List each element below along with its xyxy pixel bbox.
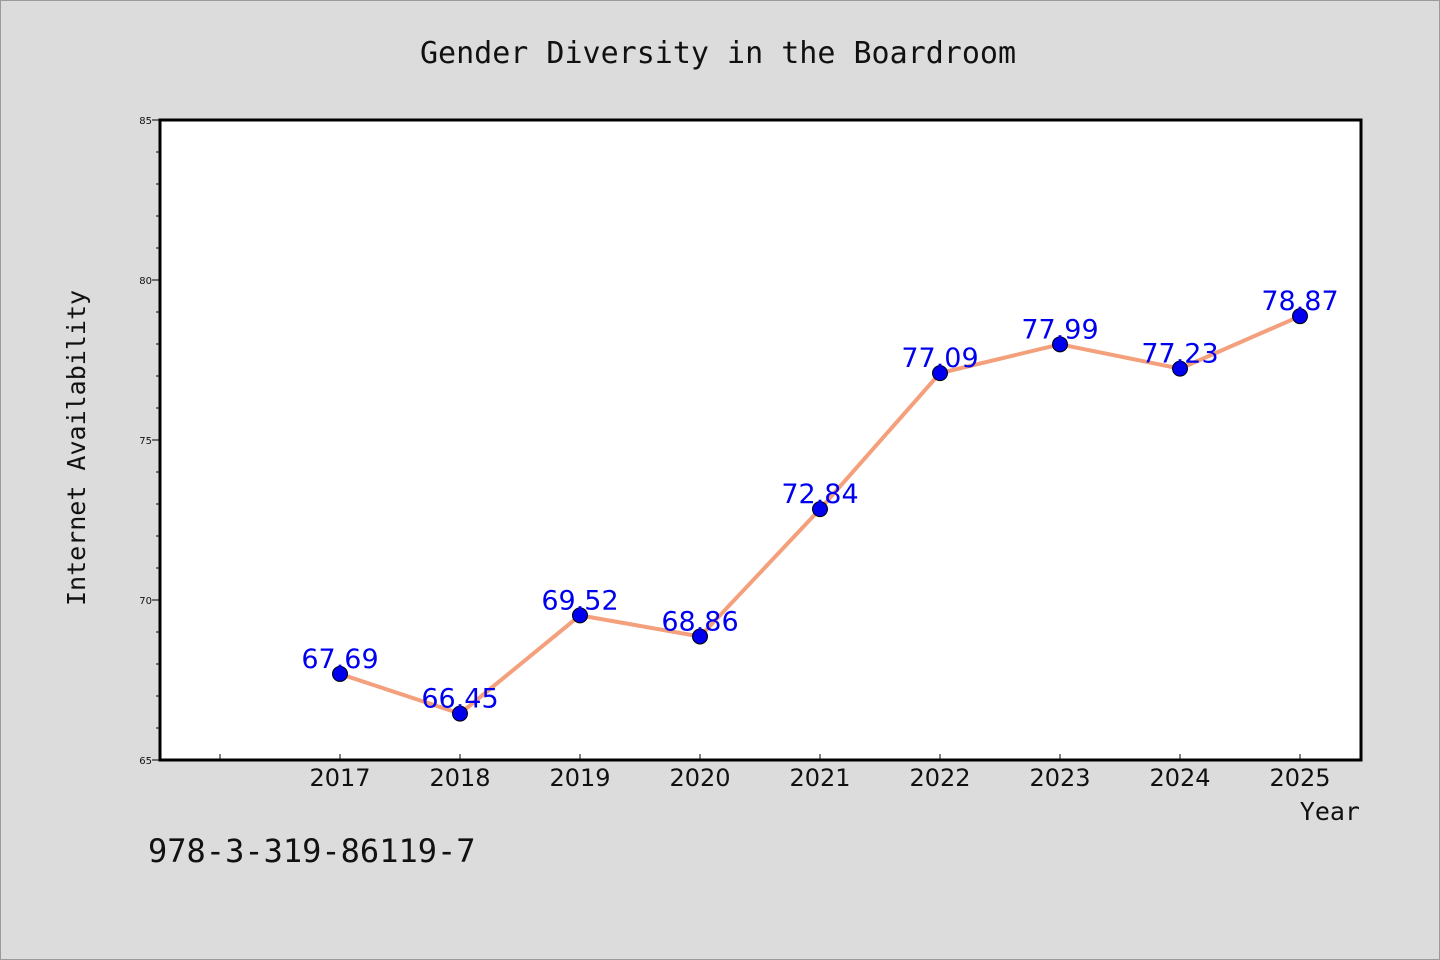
data-label: 78.87 (1261, 286, 1338, 317)
x-tick-label: 2018 (429, 764, 490, 792)
y-axis: 65 70 75 80 85 (139, 116, 160, 767)
data-point (692, 628, 708, 645)
y-tick-label: 85 (139, 116, 152, 127)
data-point (332, 665, 348, 682)
data-point (1052, 336, 1068, 353)
data-point (1292, 308, 1308, 325)
x-tick-label: 2025 (1269, 764, 1330, 792)
data-point (1172, 360, 1188, 377)
data-label: 69.52 (541, 585, 618, 616)
data-label: 77.99 (1021, 314, 1098, 345)
data-point (812, 501, 828, 518)
y-tick-label: 70 (139, 596, 152, 607)
y-tick-label: 65 (139, 756, 152, 767)
isbn-text: 978-3-319-86119-7 (148, 832, 476, 870)
plot-area (158, 118, 1363, 762)
data-points (332, 308, 1308, 722)
x-tick-label: 2023 (1029, 764, 1090, 792)
x-tick-label: 2021 (789, 764, 850, 792)
chart-title: Gender Diversity in the Boardroom (420, 36, 1016, 71)
x-tick-label: 2017 (309, 764, 370, 792)
data-label: 72.84 (781, 479, 858, 510)
y-axis-label: Internet Availability (62, 290, 91, 606)
data-point (932, 365, 948, 382)
y-minor-ticks (156, 151, 160, 729)
x-axis: 2017 2018 2019 2020 2021 2022 2023 2024 2025 (219, 754, 1331, 792)
data-label: 77.09 (901, 343, 978, 374)
x-axis-label: Year (1300, 797, 1360, 826)
y-tick-label: 80 (139, 276, 152, 287)
data-point (572, 607, 588, 624)
data-label: 67.69 (301, 644, 378, 675)
x-tick-label: 2024 (1149, 764, 1210, 792)
data-label: 77.23 (1141, 339, 1218, 370)
data-label: 66.45 (421, 684, 498, 715)
y-tick-label: 75 (139, 436, 152, 447)
data-label: 68.86 (661, 606, 738, 637)
x-tick-label: 2020 (669, 764, 730, 792)
data-labels: 67.69 66.45 69.52 68.86 72.84 77.09 77.99 77.23… (301, 286, 1338, 714)
x-tick-label: 2022 (909, 764, 970, 792)
data-point (452, 705, 468, 722)
x-tick-label: 2019 (549, 764, 610, 792)
